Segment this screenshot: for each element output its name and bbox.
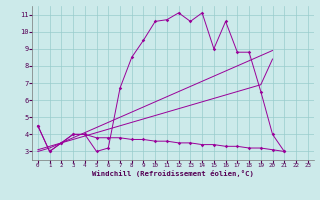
X-axis label: Windchill (Refroidissement éolien,°C): Windchill (Refroidissement éolien,°C): [92, 170, 254, 177]
